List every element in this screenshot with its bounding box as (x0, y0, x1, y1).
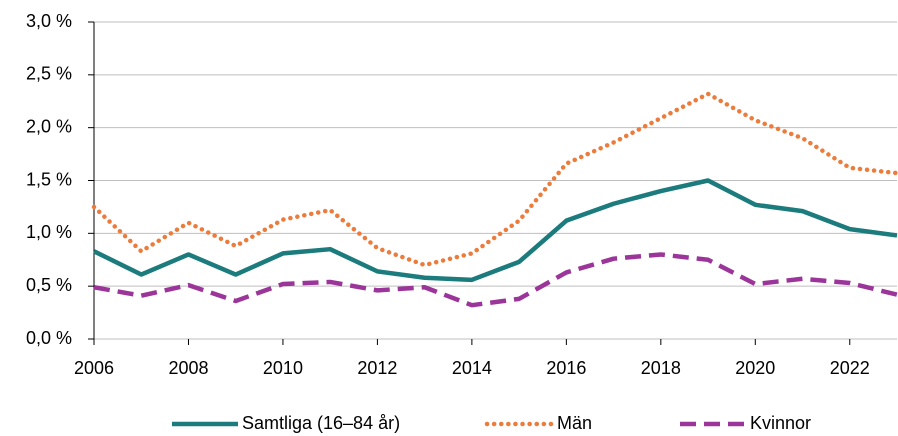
x-tick-label: 2014 (452, 358, 492, 378)
y-tick-label: 0,5 % (26, 275, 72, 295)
y-tick-label: 1,0 % (26, 222, 72, 242)
y-tick-label: 3,0 % (26, 11, 72, 31)
legend-label: Kvinnor (750, 413, 811, 433)
x-tick-label: 2022 (830, 358, 870, 378)
x-tick-label: 2016 (546, 358, 586, 378)
x-tick-label: 2020 (735, 358, 775, 378)
legend-label: Samtliga (16–84 år) (242, 413, 400, 433)
x-tick-label: 2010 (263, 358, 303, 378)
x-tick-label: 2008 (168, 358, 208, 378)
x-tick-label: 2006 (74, 358, 114, 378)
y-tick-label: 2,0 % (26, 116, 72, 136)
legend-label: Män (557, 413, 592, 433)
x-tick-label: 2012 (357, 358, 397, 378)
x-tick-label: 2018 (641, 358, 681, 378)
series-line (93, 252, 898, 308)
y-tick-label: 0,0 % (26, 328, 72, 348)
y-tick-label: 1,5 % (26, 169, 72, 189)
series-line (91, 91, 898, 268)
y-tick-label: 2,5 % (26, 64, 72, 84)
series-line (93, 178, 898, 283)
